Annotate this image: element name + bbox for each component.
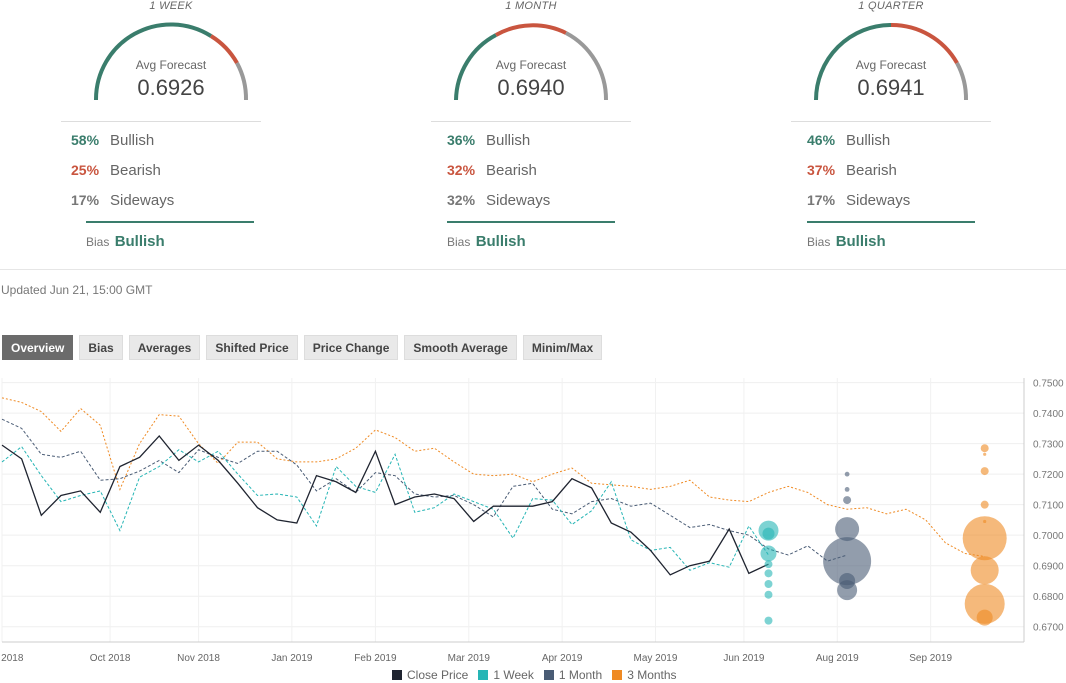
forecast-bubble	[962, 516, 1007, 561]
forecast-bubble	[835, 517, 860, 542]
series-line-3-months	[1, 397, 985, 558]
chart-legend: Close Price 1 Week 1 Month 3 Months	[392, 668, 677, 682]
bullish-row: 58% Bullish	[71, 132, 155, 149]
bearish-row: 37% Bearish	[807, 162, 897, 179]
forecast-panel-month: 1 MONTH Avg Forecast 0.6940 36% Bullish 3…	[431, 0, 631, 260]
forecast-bubble	[976, 609, 993, 626]
x-tick-label: May 2019	[634, 653, 678, 664]
forecast-bubble	[980, 467, 989, 476]
y-tick-label: 0.7200	[1033, 470, 1064, 481]
tab-bias[interactable]: Bias	[79, 335, 123, 360]
x-tick-label: Jun 2019	[723, 653, 765, 664]
divider	[61, 121, 261, 122]
forecast-bubble	[839, 572, 856, 589]
legend-item-week[interactable]: 1 Week	[478, 668, 534, 682]
forecast-bubble	[983, 519, 987, 524]
y-tick-label: 0.7400	[1033, 409, 1064, 420]
forecast-panel-quarter: 1 QUARTER Avg Forecast 0.6941 46% Bullish…	[791, 0, 991, 260]
gauge-icon	[454, 23, 609, 101]
series-line-1-week	[1, 445, 769, 571]
x-tick-label: Nov 2018	[177, 653, 220, 664]
bearish-row: 32% Bearish	[447, 162, 537, 179]
tab-shifted-price[interactable]: Shifted Price	[206, 335, 298, 360]
y-tick-label: 0.6700	[1033, 623, 1064, 634]
x-tick-label: Apr 2019	[542, 653, 583, 664]
forecast-chart: 0.7500 0.7400 0.7300 0.7200 0.7100 0.7000 0.69…	[0, 378, 1064, 664]
x-tick-label: Sep 2019	[909, 653, 952, 664]
forecast-bubble	[964, 583, 1005, 624]
panel-period: 1 MONTH	[505, 0, 557, 12]
gauge-icon	[93, 22, 249, 101]
avg-forecast-label: Avg Forecast	[855, 58, 927, 72]
x-tick-label: Oct 2018	[90, 653, 131, 664]
legend-item-quarter[interactable]: 3 Months	[612, 668, 677, 682]
bearish-row: 25% Bearish	[71, 162, 161, 179]
forecast-bubble	[823, 537, 872, 586]
bullish-row: 46% Bullish	[807, 132, 891, 149]
avg-forecast-value: 0.6940	[497, 75, 565, 100]
x-tick-label: Feb 2019	[354, 653, 397, 664]
forecast-bubble	[970, 556, 999, 585]
avg-forecast-value: 0.6941	[857, 75, 925, 100]
section-divider	[0, 269, 1066, 270]
bias-divider	[447, 221, 615, 223]
panel-period: 1 WEEK	[149, 0, 193, 12]
forecast-bubble	[843, 496, 852, 505]
forecast-panel-week: 1 WEEK Avg Forecast 0.6926 58% Bullish 25…	[61, 0, 271, 260]
bias: Bias Bullish	[86, 233, 165, 250]
avg-forecast-label: Avg Forecast	[495, 58, 567, 72]
x-tick-label: Sep 2018	[0, 653, 24, 664]
y-tick-label: 0.7300	[1033, 440, 1064, 451]
forecast-bubble	[844, 486, 850, 492]
forecast-bubble	[980, 500, 989, 509]
sideways-row: 17% Sideways	[807, 192, 911, 209]
y-tick-label: 0.7500	[1033, 379, 1064, 390]
forecast-bubble	[983, 452, 987, 456]
y-tick-label: 0.7100	[1033, 501, 1064, 512]
x-tick-label: Mar 2019	[448, 653, 491, 664]
tab-minim-max[interactable]: Minim/Max	[522, 335, 603, 360]
bias: Bias Bullish	[447, 233, 526, 250]
chart-tabs: Overview Bias Averages Shifted Price Pri…	[2, 335, 603, 360]
panel-period: 1 QUARTER	[858, 0, 924, 12]
legend-item-close[interactable]: Close Price	[392, 668, 468, 682]
forecast-bubble	[764, 590, 773, 599]
avg-forecast-label: Avg Forecast	[135, 58, 207, 72]
x-tick-label: Aug 2019	[816, 653, 859, 664]
forecast-bubble	[764, 580, 773, 589]
sideways-row: 17% Sideways	[71, 192, 175, 209]
forecast-bubble	[764, 616, 773, 625]
tab-averages[interactable]: Averages	[128, 335, 201, 360]
tab-overview[interactable]: Overview	[2, 335, 74, 360]
x-tick-label: Jan 2019	[271, 653, 313, 664]
series-line-1-month	[1, 418, 848, 562]
forecast-bubble	[764, 560, 773, 569]
forecast-bubble	[764, 569, 773, 578]
bullish-row: 36% Bullish	[447, 132, 531, 149]
forecast-bubble	[980, 444, 989, 453]
series-line-close-price	[1, 434, 769, 576]
gauge-icon	[814, 22, 969, 101]
bias-divider	[807, 221, 975, 223]
updated-timestamp: Updated Jun 21, 15:00 GMT	[1, 283, 153, 297]
tab-price-change[interactable]: Price Change	[303, 335, 399, 360]
tab-smooth-average[interactable]: Smooth Average	[404, 335, 517, 360]
legend-item-month[interactable]: 1 Month	[543, 668, 602, 682]
y-tick-label: 0.6800	[1033, 592, 1064, 603]
bias: Bias Bullish	[807, 233, 886, 250]
forecast-bubble	[844, 471, 850, 477]
divider	[431, 121, 631, 122]
forecast-bubble	[762, 527, 775, 540]
avg-forecast-value: 0.6926	[137, 75, 205, 100]
divider	[791, 121, 991, 122]
y-tick-label: 0.6900	[1033, 562, 1064, 573]
bias-divider	[86, 221, 254, 223]
y-tick-label: 0.7000	[1033, 531, 1064, 542]
sideways-row: 32% Sideways	[447, 192, 551, 209]
forecast-bubble	[760, 545, 777, 562]
